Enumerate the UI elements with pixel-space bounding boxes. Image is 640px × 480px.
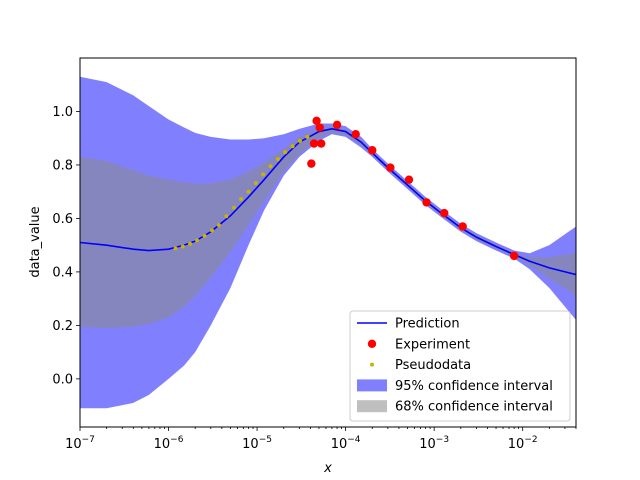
y-tick-label: 0.4 xyxy=(52,265,73,280)
experiment-point xyxy=(458,222,467,231)
experiment-point xyxy=(307,159,316,168)
pseudodata-point xyxy=(275,157,280,162)
pseudodata-point xyxy=(246,189,251,194)
y-tick-label: 0.0 xyxy=(52,372,73,387)
pseudodata-point xyxy=(261,172,266,177)
legend-marker-ci95 xyxy=(357,379,387,392)
pseudodata-point xyxy=(283,150,288,155)
legend-label: 68% confidence interval xyxy=(395,400,553,415)
experiment-point xyxy=(309,139,319,148)
pseudodata-point xyxy=(180,244,185,249)
pseudodata-point xyxy=(216,223,221,228)
experiment-point xyxy=(317,139,326,148)
experiment-point xyxy=(440,208,449,218)
pseudodata-point xyxy=(224,214,229,219)
experiment-point xyxy=(351,130,360,139)
pseudodata-point xyxy=(232,205,237,210)
pseudodata-point xyxy=(239,197,244,202)
experiment-point xyxy=(386,163,395,172)
pseudodata-point xyxy=(188,241,193,246)
legend-label: 95% confidence interval xyxy=(395,379,553,394)
legend-marker-pseudodata xyxy=(370,362,374,367)
prediction-line xyxy=(80,128,576,276)
pseudodata-point xyxy=(297,138,302,143)
pseudodata-point xyxy=(202,233,207,238)
data-points xyxy=(173,116,519,261)
pseudodata-point xyxy=(210,228,215,233)
legend-label: Pseudodata xyxy=(395,358,471,373)
confidence-bands xyxy=(80,76,576,409)
pseudodata-point xyxy=(195,238,200,243)
legend-marker-experiment xyxy=(367,339,377,348)
legend-label: Prediction xyxy=(395,317,460,332)
y-tick-label: 0.6 xyxy=(52,212,73,227)
experiment-point xyxy=(509,251,519,261)
prediction-lines xyxy=(80,128,576,276)
experiment-point xyxy=(368,146,377,155)
ci95-band xyxy=(80,76,576,409)
pseudodata-point xyxy=(290,144,295,149)
pseudodata-point xyxy=(253,181,258,186)
experiment-point xyxy=(315,123,324,132)
legend-label: Experiment xyxy=(395,337,470,352)
y-axis: 0.0 0.2 0.4 0.6 0.8 1.0 xyxy=(52,105,80,387)
legend-box xyxy=(349,310,571,422)
y-tick-label: 1.0 xyxy=(52,105,73,120)
legend-marker-ci68 xyxy=(357,400,387,413)
pseudodata-point xyxy=(173,246,178,251)
legend: Prediction Experiment Pseudodata 95% confid… xyxy=(349,310,571,422)
y-tick-label: 0.2 xyxy=(52,319,73,334)
ci68-band xyxy=(80,126,576,329)
x-axis-label: x xyxy=(323,461,332,476)
y-tick-label: 0.8 xyxy=(52,158,73,173)
experiment-point xyxy=(332,120,342,130)
experiment-point xyxy=(404,175,414,184)
experiment-point xyxy=(422,198,431,207)
plot-frame xyxy=(79,57,577,428)
experiment-point xyxy=(312,116,321,126)
pseudodata-point xyxy=(268,164,273,169)
pseudodata-point xyxy=(305,134,310,139)
y-axis-label: data_value xyxy=(28,206,43,277)
